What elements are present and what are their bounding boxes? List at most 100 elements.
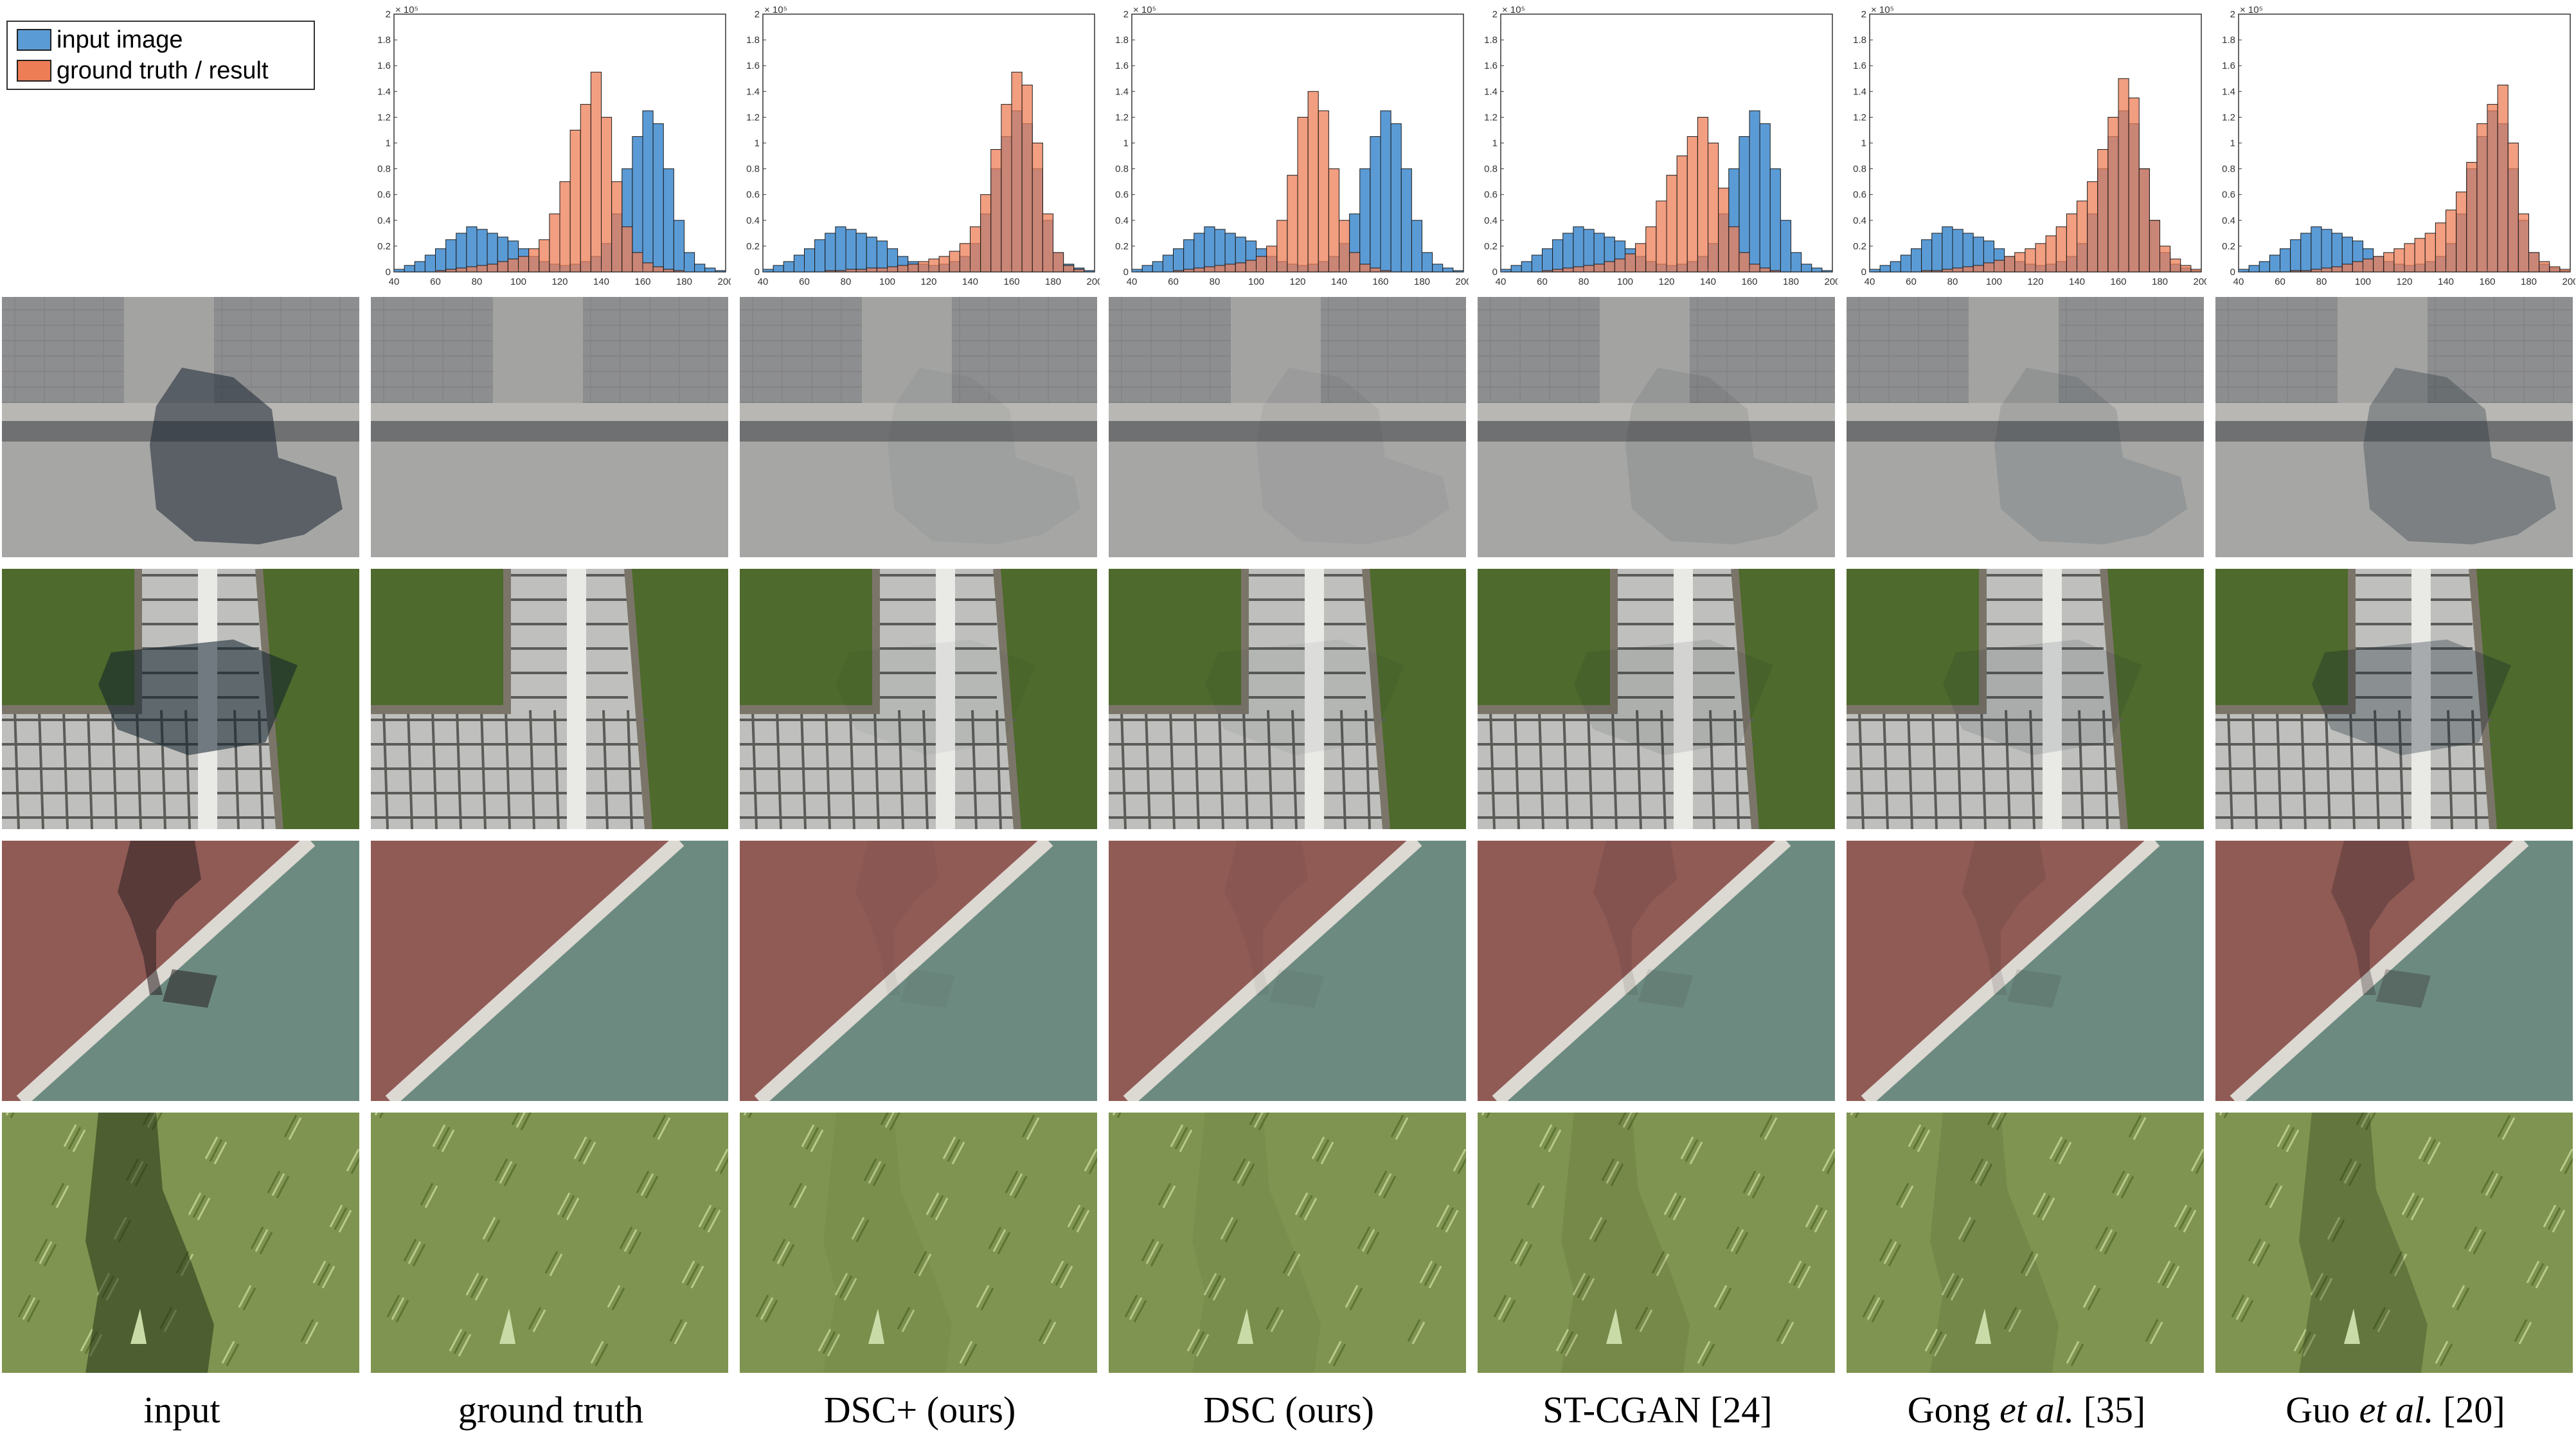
input-bar xyxy=(1510,265,1522,273)
path-strip xyxy=(493,297,583,413)
grass-blade xyxy=(1618,1113,1627,1125)
tile-grout xyxy=(1218,710,1224,829)
result-bar xyxy=(1214,265,1226,273)
y-tick-label: 2 xyxy=(386,9,391,20)
grass-blade xyxy=(2456,1287,2470,1311)
grass-blade xyxy=(1809,1207,1823,1230)
grass-blade xyxy=(834,1273,848,1296)
result-bar xyxy=(2518,213,2529,273)
grass-blade xyxy=(2087,1287,2101,1311)
grass-blade xyxy=(549,1253,563,1276)
result-bar xyxy=(1021,84,1033,273)
grass-blade xyxy=(474,1278,488,1301)
y-tick-label: 0.6 xyxy=(1484,190,1498,201)
grass-blade xyxy=(72,1129,86,1152)
grass-blade xyxy=(851,1217,865,1240)
result-bar xyxy=(559,181,571,273)
result-bar xyxy=(632,252,643,273)
grass-blade xyxy=(1282,1251,1296,1274)
grass-blade xyxy=(1440,1207,1454,1230)
grass-blade xyxy=(619,1226,633,1249)
grass-blade xyxy=(951,1141,965,1165)
tile-grout xyxy=(2005,710,2011,829)
tile-grout xyxy=(1709,710,1715,829)
x-tick-label: 120 xyxy=(1658,276,1674,287)
y-tick-label: 1.2 xyxy=(2222,112,2235,123)
grass-blade xyxy=(2468,1229,2482,1252)
result-bar xyxy=(539,239,550,273)
grass-blade xyxy=(2020,1251,2034,1274)
result-bar xyxy=(2311,269,2322,273)
curb-edge xyxy=(740,705,878,714)
grass-blade xyxy=(412,1244,426,1267)
grass-blade xyxy=(2133,1117,2147,1140)
grass-blade xyxy=(2235,1297,2250,1320)
grass-blade xyxy=(1788,1260,1802,1284)
y-tick-label: 1.4 xyxy=(1115,86,1129,97)
input-bar xyxy=(466,226,478,273)
x-tick-label: 80 xyxy=(1210,276,1221,287)
photo-row-2-dsc xyxy=(1109,569,1466,829)
input-bar xyxy=(783,261,794,273)
photo-row-2-st-cgan xyxy=(1478,569,1835,829)
grass-blade xyxy=(640,1173,654,1196)
grass-blade xyxy=(1879,1239,1893,1262)
result-bar xyxy=(1718,188,1730,273)
grass-blade xyxy=(242,1287,256,1311)
curb-edge xyxy=(1979,569,1987,714)
grass-blade xyxy=(1514,1241,1528,1264)
photo-row-4-dsc xyxy=(1109,1113,1466,1373)
photo-svg xyxy=(740,297,1097,557)
weed xyxy=(2344,1309,2360,1344)
grass-blade xyxy=(1158,1183,1172,1206)
result-bar xyxy=(2528,252,2540,273)
result-bar xyxy=(2138,168,2150,273)
grass-blade xyxy=(755,1294,769,1318)
histogram-svg: 40 60 80 100 120 140 160 180 200 0 0.2 0.4 0.6 0.8 1 1.… xyxy=(1484,5,1838,287)
photo-svg xyxy=(1847,297,2204,557)
result-bar xyxy=(1245,260,1257,273)
tile-grout xyxy=(2398,710,2404,829)
grass-blade xyxy=(1577,1275,1591,1298)
grass-blade xyxy=(2439,1343,2453,1366)
grass-blade xyxy=(947,1139,961,1162)
y-tick-label: 1.8 xyxy=(1484,35,1498,46)
input-bar xyxy=(1821,270,1833,273)
grass-blade xyxy=(288,1117,302,1140)
grass-blade xyxy=(1050,1260,1064,1284)
grass-blade xyxy=(449,1329,463,1352)
tile-grout xyxy=(1931,710,1938,829)
input-bar xyxy=(1422,252,1433,273)
umbrella-shadow xyxy=(2312,640,2511,755)
grass-blade xyxy=(681,1260,695,1284)
y-tick-label: 0.4 xyxy=(377,215,391,226)
tile-grout xyxy=(1291,710,1298,829)
photo-row-3-dsc xyxy=(1109,841,1466,1101)
x-tick-label: 40 xyxy=(1496,276,1507,287)
umbrella-shadow xyxy=(1625,368,1818,544)
input-bar xyxy=(1921,239,1933,273)
grass-blade xyxy=(1996,1113,2007,1131)
grass-blade xyxy=(1162,1185,1176,1208)
input-bar xyxy=(2280,248,2291,273)
input-bar xyxy=(642,110,654,273)
y-tick-label: 0.8 xyxy=(746,164,760,175)
grass-blade xyxy=(1759,1114,1773,1138)
result-bar xyxy=(938,256,950,273)
grass-blade xyxy=(2053,1139,2068,1162)
result-bar xyxy=(1728,226,1740,273)
grass xyxy=(1847,1113,2204,1373)
grass-blade xyxy=(959,1341,973,1364)
result-bar xyxy=(1749,264,1760,273)
grass-blade xyxy=(2120,1176,2134,1199)
grass-blade xyxy=(1814,1210,1828,1233)
grass xyxy=(2215,1113,2573,1373)
grass-blade xyxy=(1373,1170,1388,1194)
umbrella-shadow xyxy=(98,640,298,755)
x-tick-label: 80 xyxy=(1579,276,1589,287)
grass-blade xyxy=(1888,1244,1902,1267)
grass-blade xyxy=(80,1329,94,1352)
photo-row-4-guo xyxy=(2215,1113,2573,1373)
tile-grout xyxy=(1611,710,1618,829)
grass-blade xyxy=(2435,1341,2449,1364)
